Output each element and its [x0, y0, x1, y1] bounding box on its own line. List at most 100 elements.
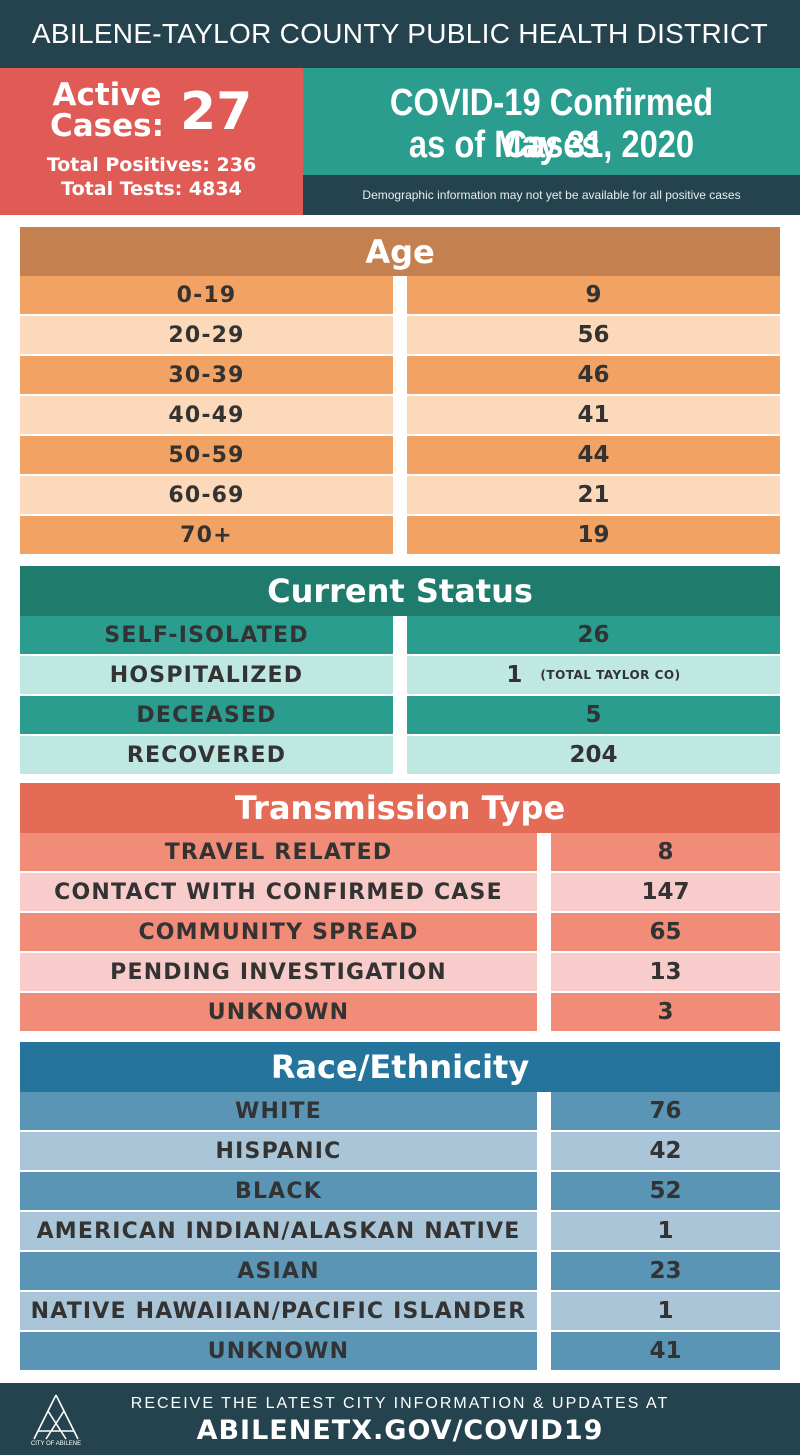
row-value-text: 44: [577, 442, 610, 468]
row-value-text: 65: [649, 919, 682, 945]
row-value: 204: [407, 736, 780, 774]
row-value: 41: [407, 396, 780, 434]
active-cases-panel: Active Cases: 27 Total Positives: 236 To…: [0, 68, 303, 215]
row-label: AMERICAN INDIAN/ALASKAN NATIVE: [20, 1212, 537, 1250]
active-cases-count: 27: [180, 82, 253, 142]
row-value: 21: [407, 476, 780, 514]
table-row: SELF-ISOLATED 26: [20, 616, 780, 654]
section-title-race: Race/Ethnicity: [20, 1042, 780, 1092]
table-row: RECOVERED 204: [20, 736, 780, 774]
row-value: 9: [407, 276, 780, 314]
row-label: ASIAN: [20, 1252, 537, 1290]
section-title-transmission: Transmission Type: [20, 783, 780, 833]
page-header: ABILENE-TAYLOR COUNTY PUBLIC HEALTH DIST…: [0, 0, 800, 68]
title-panel: COVID-19 Confirmed Cases as of May 31, 2…: [303, 68, 800, 175]
row-value: 41: [551, 1332, 780, 1370]
active-label-line2: Cases:: [50, 108, 164, 144]
row-label: CONTACT WITH CONFIRMED CASE: [20, 873, 537, 911]
row-value-text: 1: [657, 1298, 674, 1324]
row-note: (TOTAL TAYLOR CO): [540, 668, 681, 682]
row-label: UNKNOWN: [20, 1332, 537, 1370]
city-logo-text: CITY OF ABILENE: [30, 1441, 82, 1447]
row-label: SELF-ISOLATED: [20, 616, 393, 654]
row-value-text: 147: [641, 879, 690, 905]
row-value-text: 8: [657, 839, 674, 865]
row-value: 5: [407, 696, 780, 734]
disclaimer: Demographic information may not yet be a…: [303, 175, 800, 215]
footer-cta: RECEIVE THE LATEST CITY INFORMATION & UP…: [130, 1395, 670, 1412]
footer-link[interactable]: ABILENETX.GOV/COVID19: [196, 1415, 604, 1446]
row-value: 52: [551, 1172, 780, 1210]
table-row: 30-39 46: [20, 356, 780, 394]
table-row: ASIAN 23: [20, 1252, 780, 1290]
table-row: 70+ 19: [20, 516, 780, 554]
row-value: 1: [551, 1212, 780, 1250]
table-row: HOSPITALIZED 1 (TOTAL TAYLOR CO): [20, 656, 780, 694]
row-value-text: 41: [577, 402, 610, 428]
table-row: NATIVE HAWAIIAN/PACIFIC ISLANDER 1: [20, 1292, 780, 1330]
row-label: RECOVERED: [20, 736, 393, 774]
row-value-text: 204: [569, 742, 618, 768]
row-label: 20-29: [20, 316, 393, 354]
row-value: 76: [551, 1092, 780, 1130]
row-value: 26: [407, 616, 780, 654]
row-value: 44: [407, 436, 780, 474]
table-row: HISPANIC 42: [20, 1132, 780, 1170]
title-line2: as of May 31, 2020: [408, 124, 695, 166]
table-row: WHITE 76: [20, 1092, 780, 1130]
table-row: 20-29 56: [20, 316, 780, 354]
row-label: 60-69: [20, 476, 393, 514]
row-label: TRAVEL RELATED: [20, 833, 537, 871]
table-row: COMMUNITY SPREAD 65: [20, 913, 780, 951]
row-label: DECEASED: [20, 696, 393, 734]
disclaimer-text: Demographic information may not yet be a…: [362, 188, 741, 202]
row-label: COMMUNITY SPREAD: [20, 913, 537, 951]
row-label: BLACK: [20, 1172, 537, 1210]
row-value-text: 26: [577, 622, 610, 648]
header-title: ABILENE-TAYLOR COUNTY PUBLIC HEALTH DIST…: [31, 18, 769, 49]
row-value: 3: [551, 993, 780, 1031]
row-label: NATIVE HAWAIIAN/PACIFIC ISLANDER: [20, 1292, 537, 1330]
row-value: 23: [551, 1252, 780, 1290]
active-cases-label: Active Cases:: [32, 80, 182, 142]
row-value-text: 19: [577, 522, 610, 548]
table-row: 0-19 9: [20, 276, 780, 314]
table-row: DECEASED 5: [20, 696, 780, 734]
row-value-text: 41: [649, 1338, 682, 1364]
row-value-text: 1: [506, 662, 523, 688]
row-label: 30-39: [20, 356, 393, 394]
table-row: 50-59 44: [20, 436, 780, 474]
row-value: 65: [551, 913, 780, 951]
title-line1: COVID-19 Confirmed Cases: [389, 82, 714, 166]
table-row: BLACK 52: [20, 1172, 780, 1210]
row-value: 46: [407, 356, 780, 394]
row-value: 147: [551, 873, 780, 911]
row-label: WHITE: [20, 1092, 537, 1130]
row-value-text: 23: [649, 1258, 682, 1284]
row-value: 13: [551, 953, 780, 991]
table-row: 60-69 21: [20, 476, 780, 514]
table-row: AMERICAN INDIAN/ALASKAN NATIVE 1: [20, 1212, 780, 1250]
row-value-text: 3: [657, 999, 674, 1025]
section-title-status: Current Status: [20, 566, 780, 616]
page-footer: CITY OF ABILENE RECEIVE THE LATEST CITY …: [0, 1383, 800, 1455]
total-positives: Total Positives: 236: [46, 154, 257, 176]
table-row: TRAVEL RELATED 8: [20, 833, 780, 871]
row-value-text: 9: [585, 282, 602, 308]
row-value-text: 46: [577, 362, 610, 388]
row-value-text: 5: [585, 702, 602, 728]
active-label-line1: Active: [52, 77, 162, 113]
row-value: 42: [551, 1132, 780, 1170]
row-value-text: 76: [649, 1098, 682, 1124]
table-row: 40-49 41: [20, 396, 780, 434]
row-label: PENDING INVESTIGATION: [20, 953, 537, 991]
section-title-age: Age: [20, 227, 780, 276]
row-value-text: 42: [649, 1138, 682, 1164]
row-value: 19: [407, 516, 780, 554]
row-value-text: 52: [649, 1178, 682, 1204]
row-label: 40-49: [20, 396, 393, 434]
table-row: UNKNOWN 41: [20, 1332, 780, 1370]
table-row: CONTACT WITH CONFIRMED CASE 147: [20, 873, 780, 911]
row-value: 1: [551, 1292, 780, 1330]
row-value: 56: [407, 316, 780, 354]
